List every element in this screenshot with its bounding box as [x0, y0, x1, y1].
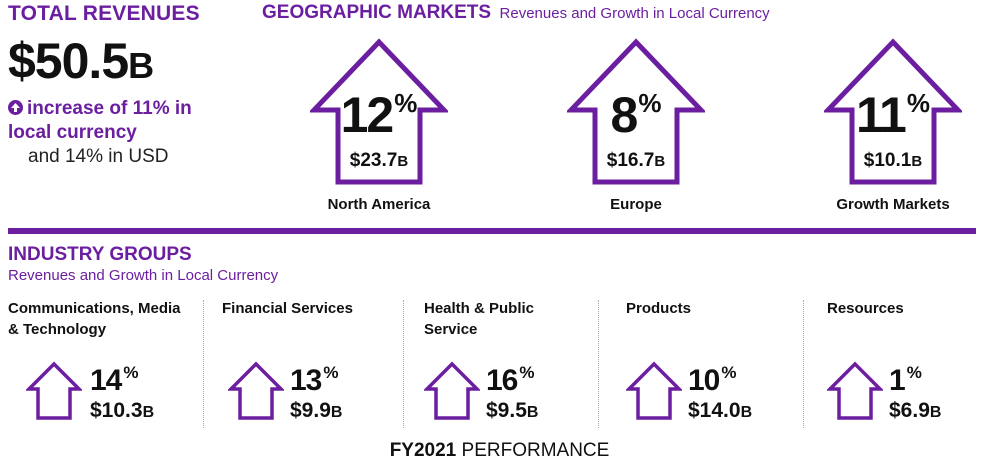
industry-group-name: Communications, Media & Technology — [8, 300, 181, 338]
up-arrow-house-icon — [567, 38, 705, 185]
industry-revenue-value: $6.9B — [889, 399, 942, 422]
geo-revenue-value: $23.7B — [349, 150, 409, 171]
footer-title: FY2021 PERFORMANCE — [0, 440, 999, 462]
geo-growth-percent: 11% — [856, 87, 930, 143]
geo-market-north-america: 12% $23.7B — [310, 38, 448, 186]
industry-groups-title: INDUSTRY GROUPS — [8, 244, 192, 265]
industry-revenue-value: $14.0B — [688, 399, 753, 422]
up-arrow-house-icon — [626, 361, 682, 420]
section-divider — [8, 228, 976, 234]
industry-growth-percent: 1% — [889, 363, 922, 397]
up-arrow-house-icon — [228, 361, 284, 420]
footer-text: PERFORMANCE — [461, 440, 610, 461]
total-revenue-unit: B — [128, 45, 155, 86]
total-revenue-amount: $50.5B — [8, 36, 154, 86]
industry-revenue-value: $10.3B — [90, 399, 155, 422]
industry-group-name: Products — [626, 300, 692, 317]
geo-label-europe: Europe — [610, 196, 662, 213]
geo-growth-percent: 12% — [340, 87, 418, 143]
total-usd-text: and 14% in USD — [28, 146, 169, 167]
industry-growth-percent: 14% — [90, 363, 139, 397]
industry-growth-percent: 16% — [486, 363, 535, 397]
geo-market-growth-markets: 11% $10.1B — [824, 38, 962, 186]
geo-revenue-value: $16.7B — [606, 150, 666, 171]
column-separator — [598, 300, 599, 428]
industry-revenue-value: $9.9B — [290, 399, 343, 422]
column-separator — [403, 300, 404, 428]
column-separator — [803, 300, 804, 428]
total-revenue-value: $50.5 — [8, 33, 129, 89]
column-separator — [203, 300, 204, 428]
industry-groups-subtitle: Revenues and Growth in Local Currency — [8, 267, 279, 284]
up-arrow-house-icon — [824, 38, 962, 185]
industry-group-name: Resources — [827, 300, 904, 317]
geo-label-growth-markets: Growth Markets — [836, 196, 950, 213]
geo-revenue-value: $10.1B — [863, 150, 923, 171]
up-arrow-house-icon — [827, 361, 883, 420]
total-revenues-title: TOTAL REVENUES — [8, 2, 200, 25]
geographic-markets-subtitle: Revenues and Growth in Local Currency — [499, 5, 770, 22]
industry-growth-percent: 10% — [688, 363, 737, 397]
up-arrow-house-icon — [310, 38, 448, 185]
footer-fiscal-year: FY2021 — [389, 440, 457, 461]
geo-market-europe: 8% $16.7B — [567, 38, 705, 186]
total-increase-text: increase of 11% in local currency — [8, 98, 192, 143]
industry-group-name: Financial Services — [222, 300, 353, 317]
geo-label-north-america: North America — [327, 196, 431, 213]
up-circle-icon — [8, 100, 23, 115]
industry-revenue-value: $9.5B — [486, 399, 539, 422]
geographic-markets-header: GEOGRAPHIC MARKETS Revenues and Growth i… — [262, 2, 770, 24]
geographic-markets-title: GEOGRAPHIC MARKETS — [262, 2, 492, 23]
total-increase: increase of 11% in local currency — [8, 97, 228, 145]
industry-growth-percent: 13% — [290, 363, 339, 397]
geo-growth-percent: 8% — [610, 87, 662, 143]
up-arrow-house-icon — [424, 361, 480, 420]
up-arrow-house-icon — [26, 361, 82, 420]
industry-group-name: Health & Public Service — [424, 300, 535, 338]
